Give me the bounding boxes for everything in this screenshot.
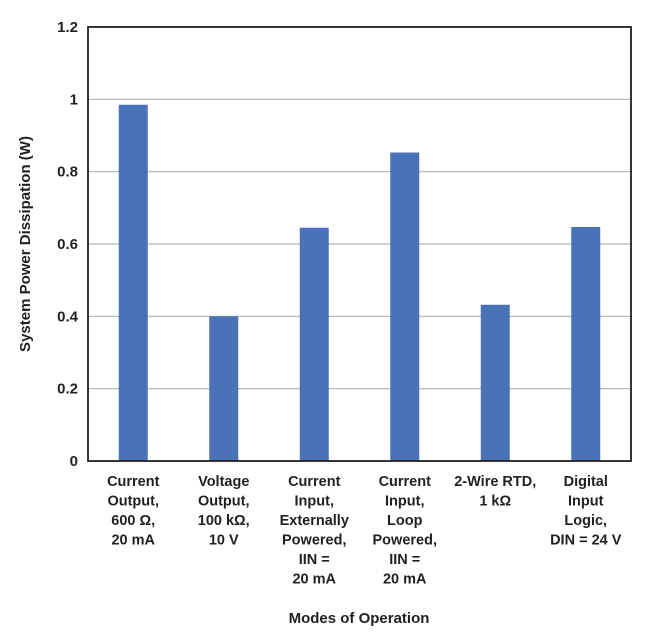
x-category-label: Digital Input Logic, DIN = 24 V: [550, 474, 622, 549]
category-label-line: Digital: [564, 474, 608, 490]
bar: [571, 227, 601, 461]
y-tick-label: 0.2: [57, 381, 78, 398]
category-label-line: Loop: [387, 513, 423, 529]
bar: [209, 316, 239, 461]
category-label-line: Externally: [280, 513, 349, 529]
category-label-line: Input,: [385, 494, 424, 510]
y-tick-label: 0.4: [57, 308, 79, 325]
y-tick-label: 0: [70, 453, 78, 470]
category-label-line: DIN = 24 V: [550, 533, 622, 549]
category-label-line: 1 kΩ: [479, 494, 511, 510]
y-tick-label: 1: [70, 91, 78, 108]
y-tick-label: 0.6: [57, 236, 78, 253]
bar: [480, 304, 510, 461]
y-tick-label: 0.8: [57, 164, 78, 181]
x-category-labels: Current Output, 600 Ω, 20 mA Voltage Output, 1…: [107, 474, 622, 588]
x-category-label: Current Output, 600 Ω, 20 mA: [107, 474, 160, 549]
x-axis-title: Modes of Operation: [289, 610, 430, 627]
category-label-line: 20 mA: [111, 533, 155, 549]
category-label-line: IIN =: [389, 552, 420, 568]
category-label-line: 20 mA: [292, 572, 336, 588]
category-label-line: IIN =: [299, 552, 330, 568]
bar: [299, 227, 329, 461]
y-tick-labels: 0 0.2 0.4 0.6 0.8 1 1.2: [57, 19, 79, 470]
x-category-label: Current Input, Loop Powered, IIN = 20 mA: [373, 474, 437, 588]
category-label-line: Output,: [198, 494, 250, 510]
category-label-line: 600 Ω,: [111, 513, 155, 529]
plot-frame: [87, 26, 632, 462]
x-category-label: Voltage Output, 100 kΩ, 10 V: [198, 474, 250, 549]
category-label-line: 100 kΩ,: [198, 513, 250, 529]
category-label-line: Logic,: [564, 513, 607, 529]
category-label-line: Output,: [107, 494, 159, 510]
bar: [118, 104, 148, 461]
category-label-line: Powered,: [282, 533, 346, 549]
category-label-line: Powered,: [373, 533, 437, 549]
gridlines: [88, 98, 631, 390]
x-category-label: 2-Wire RTD, 1 kΩ: [454, 474, 536, 510]
category-label-line: Input: [568, 494, 604, 510]
bar: [390, 152, 420, 461]
category-label-line: 20 mA: [383, 572, 427, 588]
category-label-line: 2-Wire RTD,: [454, 474, 536, 490]
category-label-line: Current: [379, 474, 432, 490]
y-axis-title: System Power Dissipation (W): [17, 136, 34, 352]
category-label-line: Current: [288, 474, 341, 490]
y-tick-label: 1.2: [57, 19, 78, 36]
bars: [118, 104, 601, 461]
x-category-label: Current Input, Externally Powered, IIN = 20 m…: [280, 474, 349, 588]
category-label-line: 10 V: [209, 533, 239, 549]
category-label-line: Input,: [295, 494, 334, 510]
category-label-line: Voltage: [198, 474, 249, 490]
category-label-line: Current: [107, 474, 160, 490]
